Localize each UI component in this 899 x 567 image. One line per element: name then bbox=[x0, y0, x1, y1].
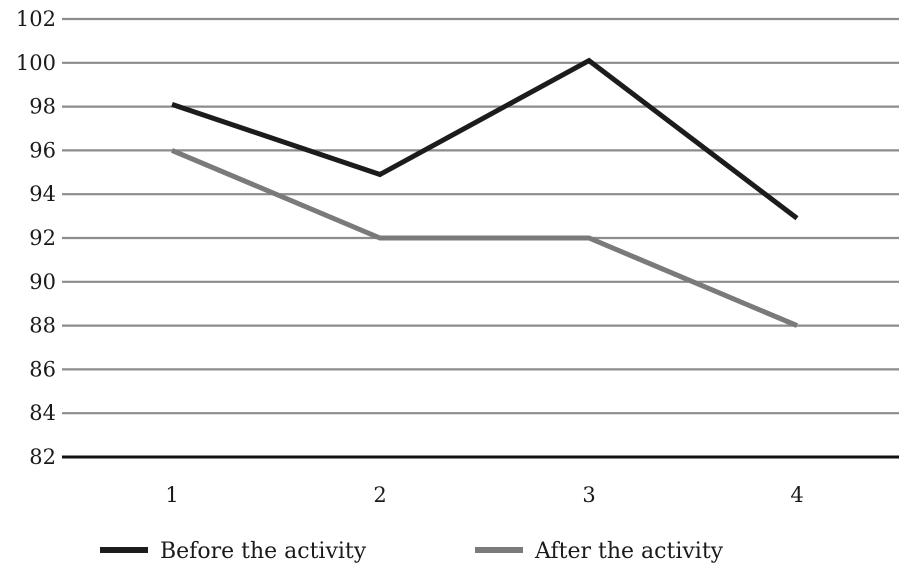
x-tick-label: 1 bbox=[165, 483, 178, 507]
series-line-before bbox=[171, 57, 799, 221]
y-tick-label: 102 bbox=[16, 7, 56, 31]
y-tick-label: 88 bbox=[29, 314, 56, 338]
x-tick-label: 4 bbox=[790, 483, 803, 507]
legend: Before the activity After the activity bbox=[100, 539, 724, 564]
y-tick-label: 92 bbox=[29, 226, 56, 250]
legend-label: After the activity bbox=[534, 539, 724, 564]
y-tick-label: 86 bbox=[29, 357, 56, 381]
y-tick-label: 100 bbox=[16, 51, 56, 75]
legend-label: Before the activity bbox=[160, 539, 367, 564]
y-axis-ticks: 82 84 86 88 90 92 94 96 98 100 102 bbox=[16, 7, 56, 469]
y-tick-label: 94 bbox=[29, 182, 56, 206]
y-tick-label: 84 bbox=[29, 401, 56, 425]
y-tick-label: 90 bbox=[29, 270, 56, 294]
x-axis-ticks: 1 2 3 4 bbox=[165, 483, 803, 507]
x-tick-label: 2 bbox=[373, 483, 386, 507]
series-line-after bbox=[171, 148, 798, 328]
x-tick-label: 3 bbox=[582, 483, 595, 507]
y-tick-label: 82 bbox=[29, 445, 56, 469]
series-lines bbox=[171, 57, 799, 328]
y-tick-label: 98 bbox=[29, 95, 56, 119]
y-tick-label: 96 bbox=[29, 138, 56, 162]
